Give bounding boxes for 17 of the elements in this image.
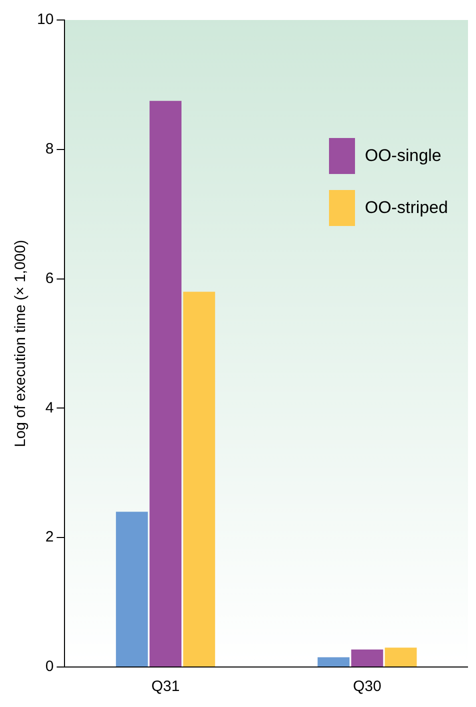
- bar: [318, 657, 350, 666]
- legend-label: OO-single: [364, 146, 442, 166]
- y-tick-label: 6: [45, 270, 54, 287]
- y-tick-label: 10: [36, 11, 54, 28]
- y-tick-label: 4: [45, 399, 54, 416]
- bar: [351, 650, 384, 666]
- bar: [150, 100, 182, 666]
- legend-label: OO-striped: [364, 198, 448, 218]
- y-tick-label: 8: [45, 140, 54, 158]
- y-axis-title: Log of execution time (× 1,000): [12, 240, 30, 448]
- y-tick-label: 2: [45, 528, 54, 546]
- x-tick-label: Q31: [151, 678, 180, 696]
- y-tick-label: 0: [45, 658, 54, 676]
- bar: [384, 648, 417, 666]
- bar: [183, 292, 216, 666]
- bar: [116, 512, 148, 666]
- x-tick-label: Q30: [352, 678, 382, 696]
